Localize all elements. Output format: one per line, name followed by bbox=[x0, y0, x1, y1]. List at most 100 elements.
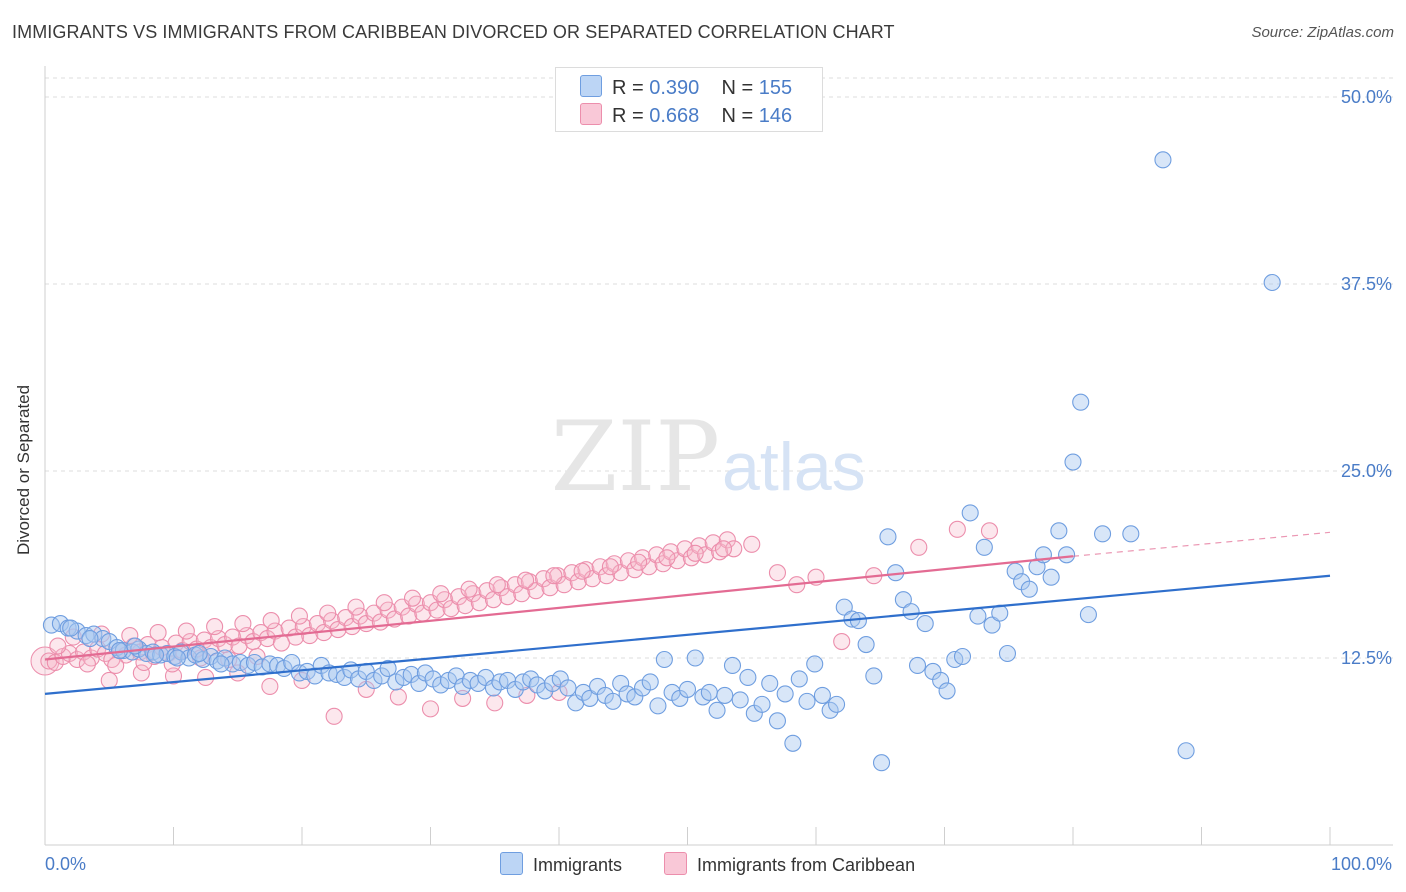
data-point bbox=[1154, 151, 1172, 169]
data-point bbox=[306, 667, 324, 685]
legend-item-caribbean: Immigrants from Caribbean bbox=[664, 852, 915, 876]
data-point bbox=[704, 534, 722, 552]
data-point bbox=[573, 562, 591, 580]
data-point bbox=[630, 553, 648, 571]
data-point bbox=[969, 607, 987, 625]
data-point bbox=[908, 656, 927, 675]
data-point bbox=[731, 691, 749, 709]
data-point bbox=[768, 564, 787, 582]
y-tick-label: 50.0% bbox=[1341, 87, 1392, 107]
data-point bbox=[442, 600, 460, 618]
data-point bbox=[62, 619, 80, 637]
data-point bbox=[432, 585, 450, 603]
legend-stats: R = 0.390 N = 155 R = 0.668 N = 146 bbox=[555, 67, 823, 132]
data-point bbox=[499, 588, 517, 606]
x-tick-label: 0.0% bbox=[45, 854, 86, 874]
legend-label: Immigrants from Caribbean bbox=[697, 855, 916, 875]
data-point bbox=[454, 689, 472, 707]
series-immigrants-points bbox=[42, 151, 1281, 772]
data-point bbox=[421, 700, 440, 718]
data-point bbox=[456, 597, 474, 615]
data-point bbox=[678, 680, 697, 698]
data-point bbox=[535, 570, 553, 588]
y-tick-labels: 12.5% 25.0% 37.5% 50.0% bbox=[1341, 87, 1392, 668]
data-point bbox=[177, 622, 195, 640]
data-point bbox=[261, 677, 279, 695]
data-point bbox=[916, 615, 934, 633]
trend-lines bbox=[44, 531, 1331, 695]
data-point bbox=[527, 582, 545, 600]
data-point bbox=[1079, 606, 1097, 624]
data-point bbox=[686, 649, 704, 667]
data-point bbox=[513, 585, 531, 603]
data-point bbox=[612, 674, 630, 692]
data-point bbox=[403, 589, 422, 607]
data-point bbox=[813, 686, 831, 704]
data-point bbox=[100, 671, 118, 689]
data-point bbox=[676, 540, 694, 558]
data-point bbox=[522, 670, 540, 688]
data-point bbox=[716, 686, 734, 704]
source-label: Source: ZipAtlas.com bbox=[1251, 24, 1394, 41]
data-point bbox=[961, 504, 979, 522]
data-point bbox=[319, 604, 337, 622]
data-point bbox=[723, 656, 742, 675]
r-value: 0.390 bbox=[649, 77, 700, 99]
data-point bbox=[649, 697, 667, 715]
data-point bbox=[894, 591, 912, 609]
series-caribbean-points bbox=[30, 520, 999, 725]
data-point bbox=[488, 576, 506, 594]
data-point bbox=[1094, 525, 1112, 543]
data-point bbox=[753, 695, 771, 713]
data-point bbox=[938, 682, 956, 700]
data-point bbox=[835, 598, 853, 616]
legend-item-immigrants: Immigrants bbox=[500, 852, 622, 876]
data-point bbox=[121, 627, 139, 645]
data-point bbox=[806, 655, 824, 673]
data-point bbox=[718, 531, 736, 549]
legend-swatch-blue bbox=[580, 75, 602, 97]
data-point bbox=[1042, 568, 1060, 586]
data-point bbox=[190, 644, 208, 663]
data-point bbox=[714, 540, 733, 558]
data-point bbox=[975, 538, 993, 556]
data-point bbox=[983, 616, 1001, 634]
legend-row-immigrants: R = 0.390 N = 155 bbox=[580, 75, 792, 100]
data-point bbox=[486, 694, 504, 712]
data-point bbox=[1122, 525, 1140, 543]
axes bbox=[44, 66, 1393, 846]
data-point bbox=[559, 679, 577, 697]
data-point bbox=[168, 649, 186, 667]
n-value: 155 bbox=[758, 77, 793, 99]
data-point bbox=[857, 635, 875, 654]
data-point bbox=[81, 630, 99, 648]
data-point bbox=[1020, 580, 1038, 598]
data-point bbox=[768, 712, 787, 730]
data-point bbox=[790, 670, 808, 688]
r-value: 0.668 bbox=[649, 105, 700, 127]
data-point bbox=[149, 624, 167, 642]
data-point bbox=[365, 604, 383, 622]
data-point bbox=[833, 632, 851, 651]
n-label: N = bbox=[721, 77, 754, 99]
data-point bbox=[743, 535, 761, 553]
r-label: R = bbox=[612, 77, 644, 99]
data-point bbox=[784, 734, 802, 752]
data-point bbox=[1058, 546, 1076, 564]
data-point bbox=[708, 701, 726, 719]
data-point bbox=[347, 598, 365, 616]
legend-swatch-pink bbox=[580, 103, 602, 125]
data-point bbox=[761, 674, 779, 692]
data-point bbox=[591, 558, 609, 576]
data-point bbox=[290, 607, 308, 625]
legend-swatch-blue bbox=[500, 852, 523, 875]
data-point bbox=[798, 692, 816, 710]
data-point bbox=[375, 594, 393, 612]
data-point bbox=[325, 707, 343, 725]
trend-line-immigrants bbox=[44, 574, 1331, 695]
data-point bbox=[1050, 522, 1068, 540]
data-point bbox=[601, 558, 619, 576]
data-point bbox=[872, 754, 891, 772]
data-point bbox=[1064, 453, 1082, 471]
data-point bbox=[389, 688, 407, 706]
